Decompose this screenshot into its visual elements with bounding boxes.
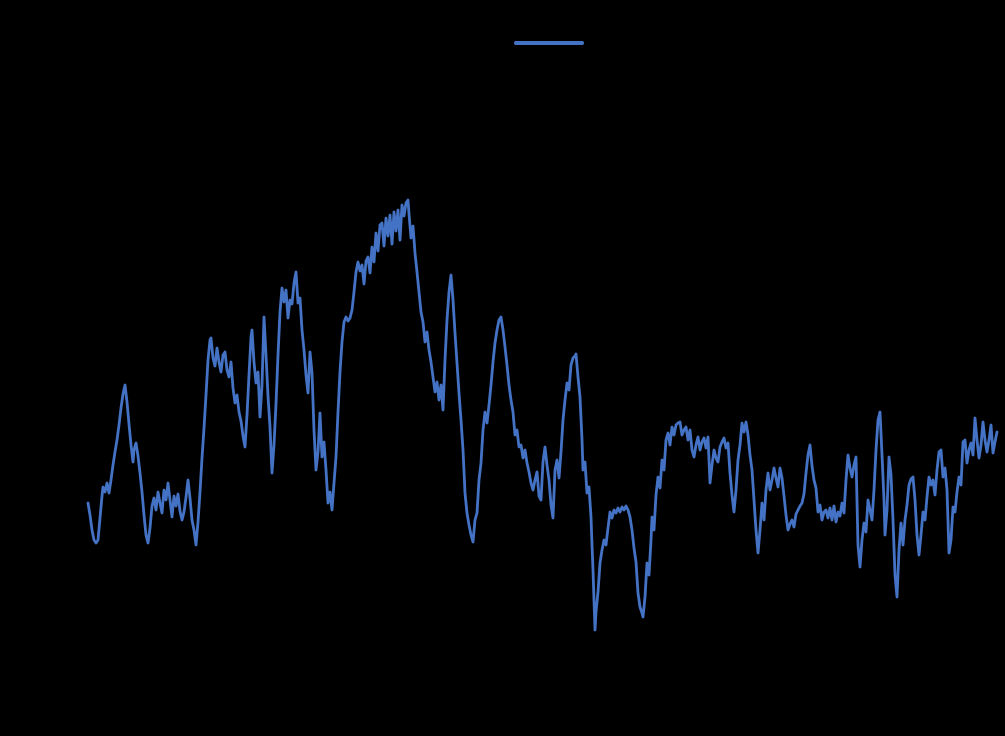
series-line (86, 198, 999, 632)
legend (514, 41, 592, 45)
legend-line-sample (514, 41, 584, 45)
